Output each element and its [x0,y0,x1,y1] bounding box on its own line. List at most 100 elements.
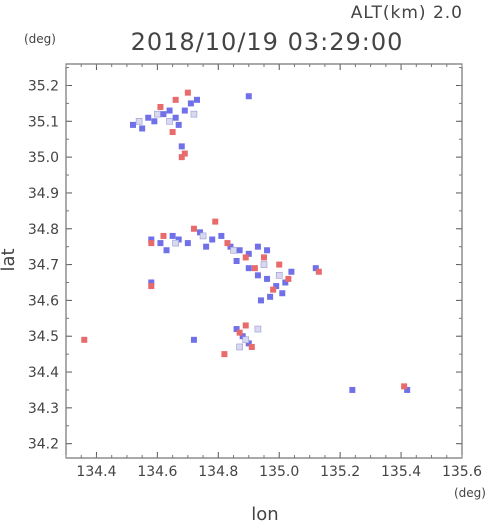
data-point [169,232,176,239]
data-point [230,246,237,254]
data-point [312,265,319,272]
y-tick-label: 35.2 [28,78,59,94]
data-point [251,265,258,272]
data-point [148,283,155,290]
data-point [245,250,252,257]
data-point [245,265,252,272]
data-point [254,243,261,250]
data-point [178,143,185,150]
data-point [236,343,243,351]
data-point [157,103,164,110]
x-unit-label: (deg) [454,486,486,500]
data-point [203,243,210,250]
data-point [184,89,191,96]
y-tick-label: 34.9 [28,186,59,202]
data-point [282,279,289,286]
data-point [148,240,155,247]
points-layer [81,89,411,393]
data-point [172,239,179,247]
altitude-label: ALT(km) 2.0 [351,3,463,23]
data-point [148,279,155,286]
data-point [154,110,161,118]
data-point [218,232,225,239]
data-point [242,336,250,344]
y-tick-label: 34.4 [28,365,59,381]
data-point [166,118,173,125]
data-point [279,290,286,297]
x-tick-label: 135.6 [442,464,482,480]
y-tick-label: 34.5 [28,329,59,345]
data-point [169,129,176,136]
data-point [160,111,167,118]
data-point [227,243,234,250]
data-point [285,275,292,282]
data-point [261,254,267,261]
data-point [148,236,155,243]
data-point [151,118,158,125]
y-axis-label: lat [0,248,19,271]
data-point [242,254,249,261]
x-tick-label: 134.4 [76,464,116,480]
y-tick-label: 34.8 [28,222,59,238]
data-point [209,236,216,243]
timestamp-title: 2018/10/19 03:29:00 [131,28,404,56]
data-point [245,340,252,347]
data-point [190,336,197,343]
data-point [404,386,411,393]
data-point [181,150,188,157]
x-axis-label: lon [251,504,278,521]
data-point [160,232,167,239]
data-point [172,96,179,103]
x-tick-label: 135.0 [259,464,299,480]
data-point [264,247,271,254]
data-point [401,383,408,390]
x-tick-label: 134.8 [198,464,238,480]
data-point [254,272,261,279]
data-point [157,240,164,247]
data-point [260,261,268,268]
data-point [224,240,231,247]
data-point [199,232,207,240]
data-point [81,336,88,343]
data-point [273,283,280,290]
x-tick-label: 135.4 [381,464,421,480]
data-point [349,386,356,393]
data-point [184,240,191,247]
data-point [175,121,182,128]
data-point [257,297,264,304]
data-point [242,322,249,329]
data-point [248,343,255,350]
y-tick-label: 35.1 [28,114,59,130]
data-point [276,261,283,268]
x-tick-label: 135.2 [320,464,360,480]
data-point [236,247,243,254]
data-point [288,268,295,275]
data-point [233,326,240,333]
data-point [270,286,277,293]
data-point [172,114,179,121]
data-point [178,154,185,161]
ticks-layer: 134.4 134.6 134.8 135.0 135.2 135.4 135.6 34.2 3… [28,64,482,480]
data-point [163,247,170,254]
y-tick-label: 34.6 [28,293,59,309]
y-tick-label: 34.3 [28,401,59,417]
data-point [221,351,228,358]
y-unit-label: (deg) [24,32,56,46]
data-point [139,125,146,132]
data-point [275,272,283,279]
data-point [197,229,204,236]
data-point [264,275,271,282]
data-point [233,258,240,264]
data-point [267,293,274,300]
y-tick-label: 34.2 [28,437,59,453]
data-point [236,329,243,336]
data-point [145,114,152,121]
data-point [315,268,322,275]
y-tick-label: 34.7 [28,258,59,274]
data-point [166,107,173,114]
x-tick-label: 134.6 [137,464,177,480]
data-point [130,121,137,128]
data-point [135,118,143,125]
